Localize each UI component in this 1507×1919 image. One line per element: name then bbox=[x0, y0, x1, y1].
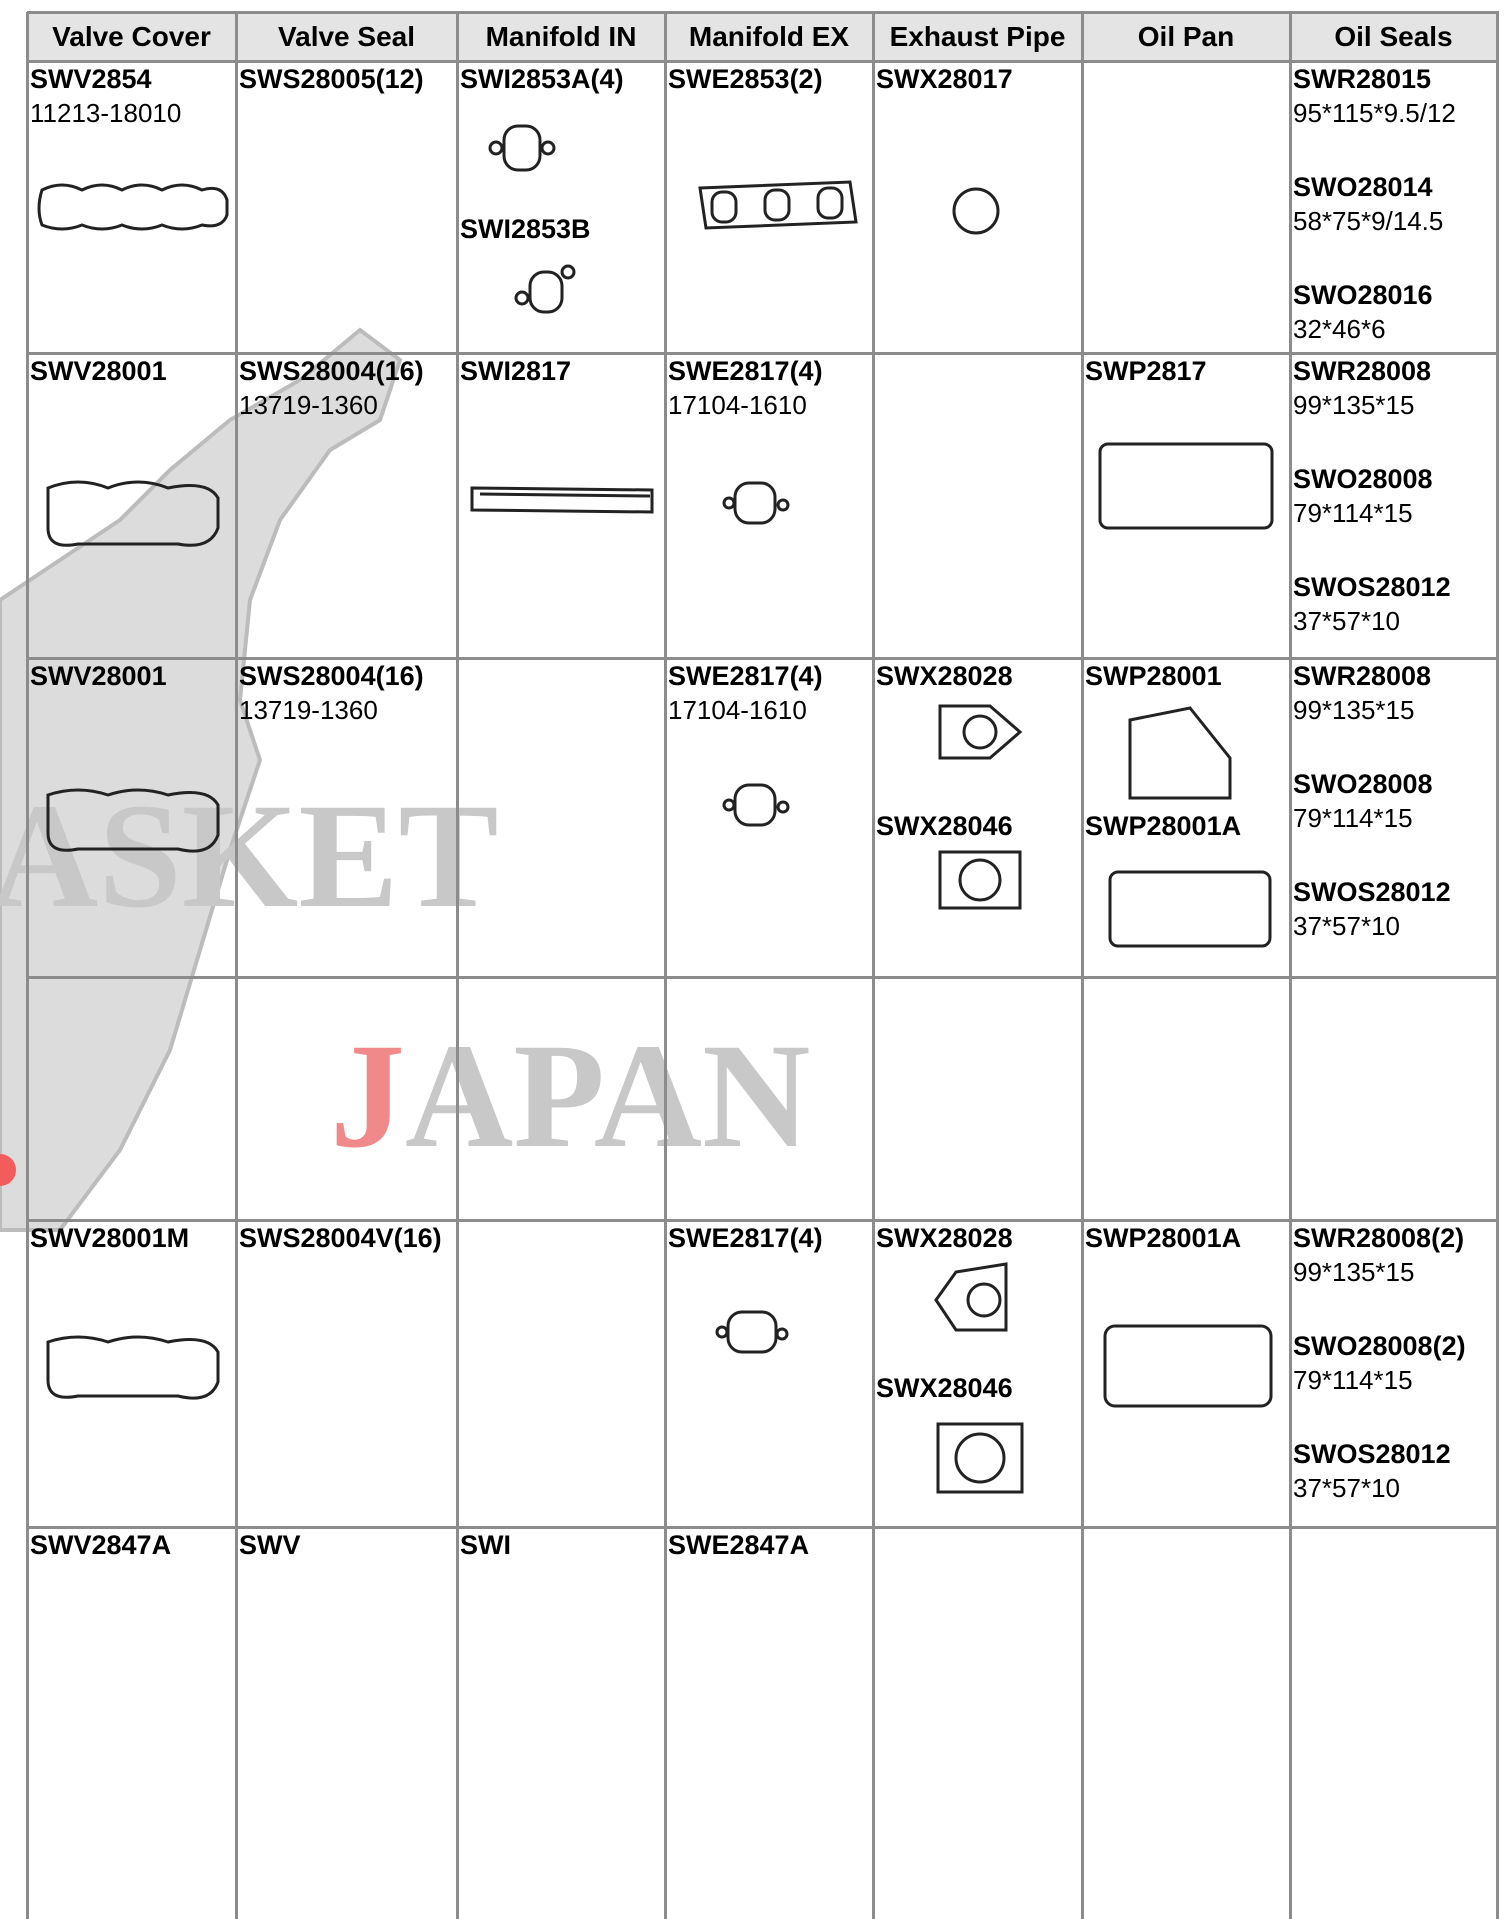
part-spec: 13719-1360 bbox=[239, 695, 378, 725]
part-code: SWR28008(2) bbox=[1293, 1223, 1465, 1253]
part-spec: 79*114*15 bbox=[1293, 498, 1413, 528]
column-header: Manifold IN bbox=[457, 12, 665, 61]
column-header: Oil Pan bbox=[1082, 12, 1290, 61]
part-code: SWR28008 bbox=[1293, 661, 1432, 691]
part-code: SWV2854 bbox=[30, 64, 152, 94]
part-code: SWX28017 bbox=[876, 64, 1013, 94]
grid-line bbox=[27, 1526, 1499, 1529]
part-code: SWOS28012 bbox=[1293, 572, 1451, 602]
part-code: SWI2817 bbox=[460, 356, 572, 386]
part-spec: 37*57*10 bbox=[1293, 911, 1400, 941]
grid-line bbox=[27, 976, 1499, 979]
part-code: SWS28004V(16) bbox=[239, 1223, 442, 1253]
grid-line bbox=[26, 12, 29, 1919]
part-code: SWO28016 bbox=[1293, 280, 1433, 310]
part-code: SWS28004(16) bbox=[239, 356, 424, 386]
part-code: SWP28001A bbox=[1085, 1223, 1242, 1253]
part-code: SWR28015 bbox=[1293, 64, 1432, 94]
part-code: SWS28005(12) bbox=[239, 64, 424, 94]
part-spec: 58*75*9/14.5 bbox=[1293, 206, 1444, 236]
grid-line bbox=[27, 60, 1499, 63]
grid-line bbox=[456, 12, 459, 1919]
part-code: SWX28046 bbox=[876, 1373, 1013, 1403]
part-code: SWE2817(4) bbox=[668, 1223, 823, 1253]
part-spec: 17104-1610 bbox=[668, 390, 807, 420]
watermark-japan: JAPAN bbox=[330, 1013, 811, 1179]
part-code: SWP28001 bbox=[1085, 661, 1222, 691]
part-code: SWV28001 bbox=[30, 661, 167, 691]
grid-line bbox=[1289, 12, 1292, 1919]
grid-line bbox=[235, 12, 238, 1919]
part-code: SWV28001 bbox=[30, 356, 167, 386]
part-code: SWOS28012 bbox=[1293, 877, 1451, 907]
part-code: SWO28008 bbox=[1293, 464, 1433, 494]
part-spec: 79*114*15 bbox=[1293, 803, 1413, 833]
part-spec: 99*135*15 bbox=[1293, 390, 1415, 420]
grid-line bbox=[27, 1219, 1499, 1222]
grid-line bbox=[1496, 12, 1499, 1919]
part-code: SWX28046 bbox=[876, 811, 1013, 841]
part-spec: 17104-1610 bbox=[668, 695, 807, 725]
part-spec: 99*135*15 bbox=[1293, 1257, 1415, 1287]
part-spec: 79*114*15 bbox=[1293, 1365, 1413, 1395]
part-code: SWI2853B bbox=[460, 214, 591, 244]
part-spec: 37*57*10 bbox=[1293, 606, 1400, 636]
part-code: SWS28004(16) bbox=[239, 661, 424, 691]
part-code: SWE2847A bbox=[668, 1530, 810, 1560]
part-spec: 32*46*6 bbox=[1293, 314, 1386, 344]
grid-line bbox=[872, 12, 875, 1919]
column-header: Valve Cover bbox=[27, 12, 236, 61]
part-code: SWO28014 bbox=[1293, 172, 1433, 202]
grid-line bbox=[27, 11, 1499, 14]
part-code: SWE2817(4) bbox=[668, 661, 823, 691]
column-header: Manifold EX bbox=[665, 12, 873, 61]
grid-line bbox=[27, 657, 1499, 660]
watermark-gasket: ASKET bbox=[0, 773, 499, 939]
part-spec: 11213-18010 bbox=[30, 98, 182, 128]
part-code: SWOS28012 bbox=[1293, 1439, 1451, 1469]
part-spec: 99*135*15 bbox=[1293, 695, 1415, 725]
part-code: SWV28001M bbox=[30, 1223, 190, 1253]
part-code: SWI bbox=[460, 1530, 511, 1560]
part-code: SWR28008 bbox=[1293, 356, 1432, 386]
part-code: SWP2817 bbox=[1085, 356, 1207, 386]
part-code: SWX28028 bbox=[876, 661, 1013, 691]
part-spec: 37*57*10 bbox=[1293, 1473, 1400, 1503]
grid-line bbox=[664, 12, 667, 1919]
part-code: SWE2817(4) bbox=[668, 356, 823, 386]
part-spec: 95*115*9.5/12 bbox=[1293, 98, 1456, 128]
part-code: SWI2853A(4) bbox=[460, 64, 624, 94]
part-spec: 13719-1360 bbox=[239, 390, 378, 420]
grid-line bbox=[1081, 12, 1084, 1919]
part-code: SWV2847A bbox=[30, 1530, 172, 1560]
grid-line bbox=[27, 352, 1499, 355]
part-code: SWO28008(2) bbox=[1293, 1331, 1466, 1361]
part-code: SWP28001A bbox=[1085, 811, 1242, 841]
column-header: Valve Seal bbox=[236, 12, 457, 61]
part-code: SWO28008 bbox=[1293, 769, 1433, 799]
part-code: SWX28028 bbox=[876, 1223, 1013, 1253]
part-code: SWV bbox=[239, 1530, 301, 1560]
part-code: SWE2853(2) bbox=[668, 64, 823, 94]
column-header: Exhaust Pipe bbox=[873, 12, 1082, 61]
column-header: Oil Seals bbox=[1290, 12, 1497, 61]
